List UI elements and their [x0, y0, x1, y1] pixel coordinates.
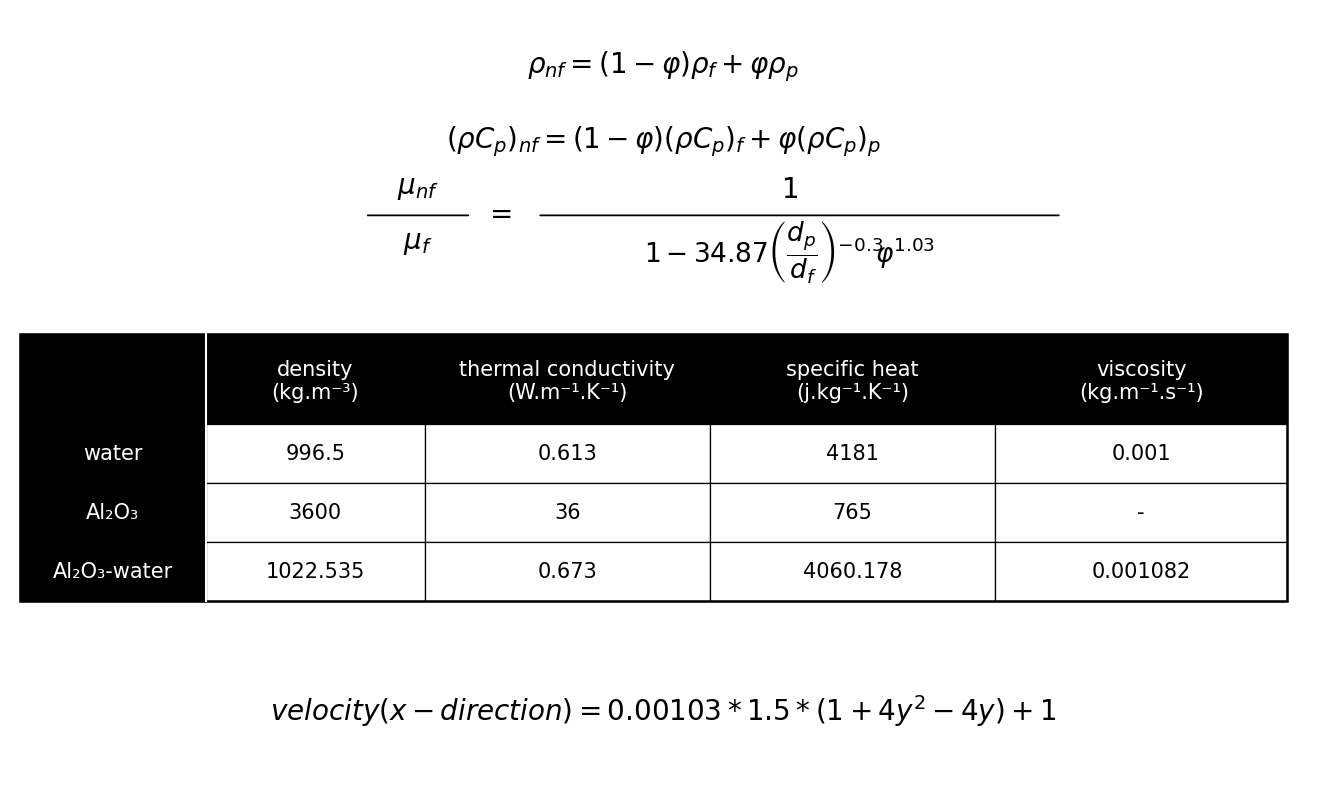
Text: Al₂O₃: Al₂O₃: [86, 503, 139, 523]
Text: $1 - 34.87\left(\dfrac{d_p}{d_f}\right)^{-0.3}\!\!\varphi^{1.03}$: $1 - 34.87\left(\dfrac{d_p}{d_f}\right)^…: [644, 219, 936, 285]
Bar: [995, 424, 1287, 483]
Bar: [20, 542, 206, 601]
Text: Al₂O₃-water: Al₂O₃-water: [53, 562, 173, 582]
Text: 996.5: 996.5: [285, 444, 345, 464]
Bar: [710, 542, 995, 601]
Text: 0.673: 0.673: [537, 562, 597, 582]
Bar: [425, 424, 710, 483]
Text: viscosity: viscosity: [1096, 360, 1186, 380]
Text: (j.kg⁻¹.K⁻¹): (j.kg⁻¹.K⁻¹): [796, 384, 909, 403]
Text: (W.m⁻¹.K⁻¹): (W.m⁻¹.K⁻¹): [507, 384, 628, 403]
Bar: [206, 542, 425, 601]
Text: $1$: $1$: [782, 177, 798, 204]
Text: specific heat: specific heat: [787, 360, 918, 380]
Text: (kg.m⁻¹.s⁻¹): (kg.m⁻¹.s⁻¹): [1079, 384, 1204, 403]
Text: density: density: [277, 360, 353, 380]
Text: 0.613: 0.613: [537, 444, 597, 464]
Text: $\rho_{nf} = (1 - \varphi)\rho_f + \varphi\rho_p$: $\rho_{nf} = (1 - \varphi)\rho_f + \varp…: [528, 50, 799, 84]
Bar: [20, 334, 1287, 424]
Bar: [206, 483, 425, 542]
Text: $\mu_{nf}$: $\mu_{nf}$: [397, 175, 439, 202]
Bar: [710, 424, 995, 483]
Text: 1022.535: 1022.535: [265, 562, 365, 582]
Bar: [425, 483, 710, 542]
Text: 0.001082: 0.001082: [1092, 562, 1190, 582]
Text: $velocity(x - direction) = 0.00103 * 1.5 * (1 + 4y^2 - 4y) + 1$: $velocity(x - direction) = 0.00103 * 1.5…: [271, 693, 1056, 729]
Text: 4060.178: 4060.178: [803, 562, 902, 582]
Text: (kg.m⁻³): (kg.m⁻³): [271, 384, 360, 403]
Bar: [206, 424, 425, 483]
Text: 4181: 4181: [827, 444, 878, 464]
Text: thermal conductivity: thermal conductivity: [459, 360, 675, 380]
Text: 765: 765: [832, 503, 873, 523]
Bar: [995, 542, 1287, 601]
Text: $=$: $=$: [484, 200, 511, 227]
Text: water: water: [84, 444, 142, 464]
Text: 0.001: 0.001: [1112, 444, 1170, 464]
Bar: [995, 483, 1287, 542]
Text: 3600: 3600: [288, 503, 342, 523]
Text: $(\rho C_p)_{nf} = (1 - \varphi)(\rho C_p)_f + \varphi(\rho C_p)_p$: $(\rho C_p)_{nf} = (1 - \varphi)(\rho C_…: [446, 124, 881, 159]
Text: $\mu_f$: $\mu_f$: [403, 230, 433, 256]
Bar: [425, 542, 710, 601]
Text: 36: 36: [553, 503, 581, 523]
Bar: [20, 483, 206, 542]
Text: -: -: [1137, 503, 1145, 523]
Bar: [710, 483, 995, 542]
Bar: [20, 334, 1287, 601]
Bar: [20, 424, 206, 483]
